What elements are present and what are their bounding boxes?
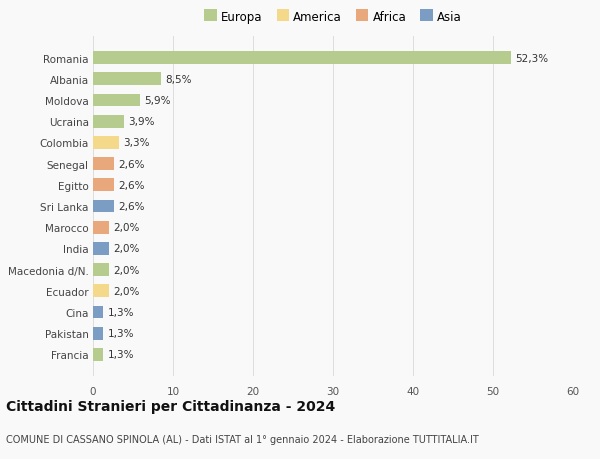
Text: 2,0%: 2,0% — [113, 223, 139, 233]
Bar — [93, 327, 103, 340]
Text: 2,0%: 2,0% — [113, 244, 139, 254]
Text: 2,6%: 2,6% — [118, 202, 145, 212]
Bar — [93, 263, 109, 276]
Text: 1,3%: 1,3% — [107, 329, 134, 338]
Bar — [93, 306, 103, 319]
Bar — [93, 242, 109, 255]
Bar — [93, 179, 114, 192]
Bar — [93, 200, 114, 213]
Text: 2,6%: 2,6% — [118, 180, 145, 190]
Bar — [93, 52, 511, 65]
Bar — [93, 221, 109, 234]
Text: 3,9%: 3,9% — [128, 117, 155, 127]
Bar — [93, 137, 119, 150]
Text: 5,9%: 5,9% — [144, 96, 170, 106]
Bar — [93, 348, 103, 361]
Text: 52,3%: 52,3% — [515, 54, 548, 63]
Bar — [93, 158, 114, 171]
Legend: Europa, America, Africa, Asia: Europa, America, Africa, Asia — [205, 11, 461, 24]
Text: 1,3%: 1,3% — [107, 308, 134, 317]
Bar — [93, 95, 140, 107]
Bar — [93, 116, 124, 129]
Text: 8,5%: 8,5% — [165, 75, 191, 84]
Text: 1,3%: 1,3% — [107, 350, 134, 359]
Text: 2,0%: 2,0% — [113, 286, 139, 296]
Bar — [93, 285, 109, 297]
Text: 3,3%: 3,3% — [124, 138, 150, 148]
Text: 2,0%: 2,0% — [113, 265, 139, 275]
Text: Cittadini Stranieri per Cittadinanza - 2024: Cittadini Stranieri per Cittadinanza - 2… — [6, 399, 335, 413]
Text: COMUNE DI CASSANO SPINOLA (AL) - Dati ISTAT al 1° gennaio 2024 - Elaborazione TU: COMUNE DI CASSANO SPINOLA (AL) - Dati IS… — [6, 434, 479, 444]
Bar — [93, 73, 161, 86]
Text: 2,6%: 2,6% — [118, 159, 145, 169]
